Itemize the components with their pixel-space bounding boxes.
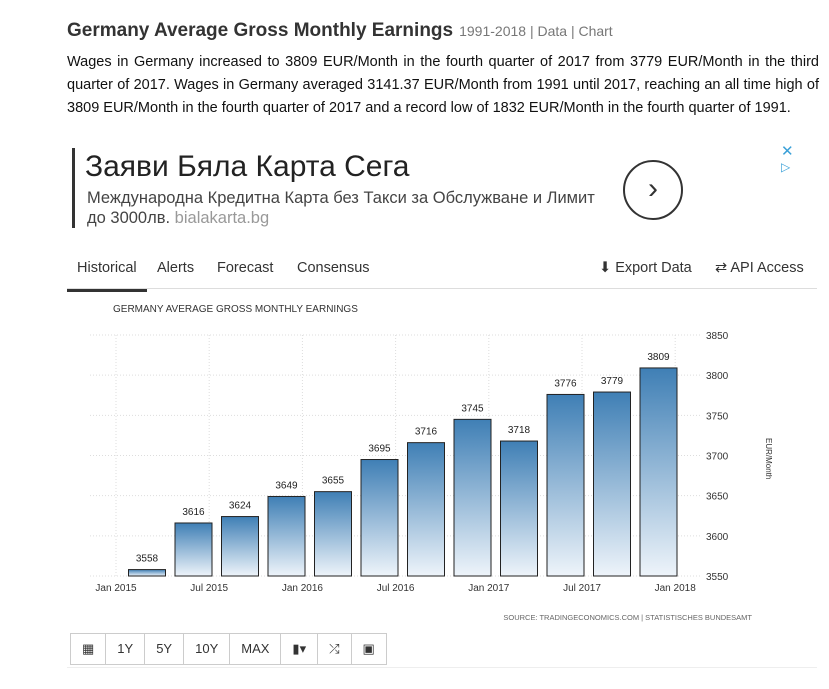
description: Wages in Germany increased to 3809 EUR/M… — [67, 54, 819, 116]
tab-alerts[interactable]: Alerts — [157, 260, 195, 276]
bar — [174, 522, 213, 577]
tab-bar: Historical Alerts Forecast Consensus ⬇ E… — [67, 250, 817, 292]
x-tick-label: Jan 2016 — [282, 583, 324, 594]
export-label: Export Data — [615, 260, 692, 276]
bar — [360, 459, 399, 577]
data-label: 3716 — [415, 427, 438, 438]
tab-forecast[interactable]: Forecast — [217, 260, 274, 276]
x-tick-label: Jan 2017 — [468, 583, 510, 594]
range-max-button[interactable]: MAX — [230, 634, 282, 664]
x-tick-label: Jul 2015 — [190, 583, 228, 594]
tab-consensus[interactable]: Consensus — [297, 260, 370, 276]
chart-type-icon[interactable]: ▮▾ — [281, 634, 319, 664]
bar — [128, 569, 166, 577]
title-meta[interactable]: 1991-2018 | Data | Chart — [459, 23, 613, 39]
chart-toolbar: ▦ 1Y 5Y 10Y MAX ▮▾ ⤮ ▣ — [70, 633, 387, 665]
y-tick-label: 3850 — [706, 331, 729, 342]
data-label: 3616 — [182, 507, 205, 518]
shuffle-icon[interactable]: ⤮ — [318, 634, 352, 664]
page-title: Germany Average Gross Monthly Earnings 19… — [67, 20, 613, 42]
x-tick-label: Jan 2018 — [655, 583, 697, 594]
ad-info-icon[interactable]: ▷ — [781, 160, 791, 174]
x-tick-label: Jan 2015 — [95, 583, 137, 594]
y-tick-label: 3750 — [706, 411, 729, 422]
y-tick-label: 3700 — [706, 452, 729, 463]
data-label: 3809 — [647, 352, 670, 363]
x-tick-label: Jul 2016 — [377, 583, 415, 594]
bar — [267, 495, 306, 577]
tab-historical[interactable]: Historical — [67, 260, 147, 292]
calendar-icon[interactable]: ▦ — [71, 634, 107, 664]
ad-banner[interactable]: Заяви Бяла Карта Сега Международна Креди… — [72, 143, 795, 228]
data-label: 3655 — [322, 476, 345, 487]
y-tick-label: 3600 — [706, 532, 729, 543]
range-1y-button[interactable]: 1Y — [106, 634, 146, 664]
x-tick-label: Jul 2017 — [563, 583, 601, 594]
bar — [453, 418, 492, 577]
export-data-button[interactable]: ⬇ Export Data — [599, 260, 692, 276]
api-access-button[interactable]: ⇄ API Access — [715, 260, 804, 276]
data-label: 3745 — [461, 403, 484, 414]
ad-body: Международна Кредитна Карта без Такси за… — [87, 189, 595, 227]
data-label: 3779 — [601, 376, 624, 387]
bar — [593, 391, 631, 577]
bar — [639, 367, 678, 577]
ad-domain[interactable]: bialakarta.bg — [174, 209, 270, 227]
download-icon: ⬇ — [599, 260, 612, 276]
bar — [500, 440, 538, 577]
title-text: Germany Average Gross Monthly Earnings — [67, 20, 454, 41]
data-label: 3718 — [508, 425, 531, 436]
data-label: 3558 — [136, 554, 159, 565]
bar — [407, 442, 445, 577]
data-label: 3624 — [229, 501, 252, 512]
ad-close-icon[interactable]: ✕ — [781, 143, 794, 160]
ad-headline[interactable]: Заяви Бяла Карта Сега — [85, 150, 410, 183]
y-tick-label: 3650 — [706, 492, 729, 503]
exchange-icon: ⇄ — [715, 260, 728, 276]
data-label: 3776 — [554, 378, 577, 389]
chart-source: SOURCE: TRADINGECONOMICS.COM | STATISTIS… — [503, 613, 752, 622]
divider — [67, 667, 817, 668]
range-10y-button[interactable]: 10Y — [184, 634, 231, 664]
api-label: API Access — [730, 260, 804, 276]
range-5y-button[interactable]: 5Y — [145, 634, 185, 664]
bar — [314, 491, 352, 577]
chart-title: GERMANY AVERAGE GROSS MONTHLY EARNINGS — [113, 304, 358, 315]
image-icon[interactable]: ▣ — [362, 641, 375, 656]
data-label: 3649 — [275, 480, 298, 491]
ad-chevron-right-icon[interactable]: › — [623, 160, 683, 220]
y-axis-label: EUR/Month — [764, 438, 773, 479]
ad-text: Международна Кредитна Карта без Такси за… — [87, 188, 607, 228]
bar — [221, 516, 259, 577]
bar — [546, 393, 585, 577]
data-label: 3695 — [368, 444, 391, 455]
y-tick-label: 3800 — [706, 371, 729, 382]
y-tick-label: 3550 — [706, 572, 729, 583]
